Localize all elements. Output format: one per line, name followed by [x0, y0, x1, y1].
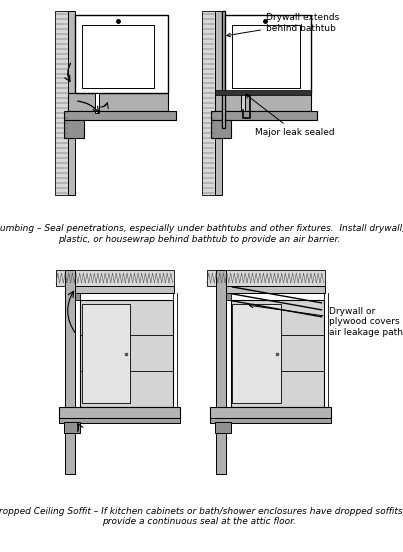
- Bar: [82, 25, 154, 88]
- Bar: [80, 300, 172, 407]
- Bar: [233, 304, 280, 404]
- Text: Drywall or
plywood covers
air leakage path: Drywall or plywood covers air leakage pa…: [249, 304, 403, 337]
- Bar: [211, 120, 231, 137]
- Text: Plumbing – Seal penetrations, especially under bathtubs and other fixtures.  Ins: Plumbing – Seal penetrations, especially…: [0, 224, 403, 243]
- Text: Major leak sealed: Major leak sealed: [246, 94, 335, 137]
- Bar: [75, 293, 80, 300]
- Bar: [59, 407, 180, 418]
- Bar: [211, 111, 317, 120]
- Bar: [210, 407, 331, 418]
- Bar: [216, 270, 226, 474]
- Bar: [231, 300, 324, 407]
- Bar: [225, 15, 311, 93]
- Bar: [81, 304, 130, 404]
- Bar: [64, 422, 80, 433]
- Bar: [233, 25, 300, 88]
- Bar: [210, 418, 331, 423]
- Bar: [215, 422, 231, 433]
- Bar: [215, 12, 222, 195]
- Bar: [55, 12, 69, 195]
- Bar: [202, 12, 215, 195]
- Bar: [69, 12, 75, 195]
- Bar: [69, 93, 168, 111]
- Text: Dropped Ceiling Soffit – If kitchen cabinets or bath/shower enclosures have drop: Dropped Ceiling Soffit – If kitchen cabi…: [0, 507, 403, 526]
- Bar: [64, 120, 85, 137]
- Bar: [222, 12, 225, 128]
- Bar: [241, 93, 245, 111]
- Bar: [66, 270, 75, 474]
- Text: Drywall extends
behind bathtub: Drywall extends behind bathtub: [227, 13, 339, 37]
- Bar: [56, 270, 174, 286]
- Bar: [75, 15, 168, 93]
- Bar: [226, 286, 325, 293]
- Bar: [215, 93, 311, 111]
- Bar: [64, 111, 176, 120]
- Bar: [215, 90, 311, 95]
- Bar: [226, 293, 231, 300]
- Bar: [59, 418, 180, 423]
- Bar: [207, 270, 325, 286]
- Bar: [96, 93, 99, 113]
- Bar: [75, 286, 174, 293]
